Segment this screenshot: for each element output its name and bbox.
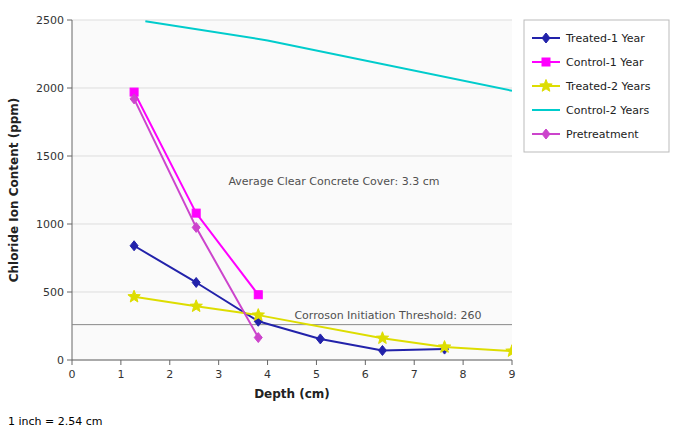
tick-label: 9 bbox=[509, 368, 516, 381]
tick-label: 1500 bbox=[36, 150, 64, 163]
tick-label: 6 bbox=[362, 368, 369, 381]
data-point bbox=[192, 222, 200, 232]
x-axis-label: Depth (cm) bbox=[254, 387, 330, 401]
tick-label: 0 bbox=[69, 368, 76, 381]
tick-mark bbox=[414, 360, 415, 365]
legend-label: Treated-2 Years bbox=[565, 80, 651, 93]
legend-marker bbox=[542, 129, 550, 139]
footnote: 1 inch = 2.54 cm bbox=[8, 415, 103, 428]
threshold-line bbox=[72, 324, 512, 325]
tick-mark bbox=[365, 360, 366, 365]
tick-label: 1000 bbox=[36, 218, 64, 231]
series-line bbox=[134, 246, 444, 351]
grid-line bbox=[72, 156, 512, 157]
tick-mark bbox=[67, 224, 72, 225]
grid-line bbox=[72, 224, 512, 225]
tick-mark bbox=[120, 360, 121, 365]
tick-label: 8 bbox=[460, 368, 467, 381]
data-point bbox=[130, 94, 138, 104]
grid-line bbox=[72, 20, 512, 21]
data-point bbox=[190, 300, 202, 312]
tick-label: 1 bbox=[117, 368, 124, 381]
data-point bbox=[192, 277, 200, 287]
tick-label: 4 bbox=[264, 368, 271, 381]
tick-mark bbox=[67, 20, 72, 21]
tick-label: 0 bbox=[57, 354, 64, 367]
tick-mark bbox=[72, 360, 73, 365]
data-point bbox=[378, 345, 386, 355]
data-point bbox=[130, 241, 138, 251]
data-point bbox=[376, 332, 388, 344]
legend-label: Treated-1 Year bbox=[565, 32, 645, 45]
series-line bbox=[145, 21, 512, 90]
data-point bbox=[316, 334, 324, 344]
data-point bbox=[128, 290, 140, 302]
tick-mark bbox=[67, 360, 72, 361]
chart: 0 500 1000 1500 2000 2500 0 1 2 3 4 5 6 7 8 9 Average Cl… bbox=[0, 0, 677, 433]
grid-line bbox=[72, 292, 512, 293]
plot-area bbox=[72, 21, 512, 356]
tick-label: 5 bbox=[313, 368, 320, 381]
data-point bbox=[438, 341, 450, 353]
series-line bbox=[134, 99, 258, 338]
legend: Treated-1 Year Control-1 Year Treated-2 Ye… bbox=[524, 20, 669, 152]
tick-label: 2 bbox=[166, 368, 173, 381]
grid-line bbox=[72, 360, 512, 361]
legend-label: Control-2 Years bbox=[566, 104, 650, 117]
data-point bbox=[254, 333, 262, 343]
tick-mark bbox=[67, 156, 72, 157]
annotation: Average Clear Concrete Cover: 3.3 cm bbox=[228, 175, 439, 188]
tick-label: 2000 bbox=[36, 82, 64, 95]
tick-mark bbox=[316, 360, 317, 365]
series-line bbox=[134, 297, 512, 351]
tick-mark bbox=[67, 88, 72, 89]
data-point bbox=[192, 209, 200, 217]
annotation: Corroson Initiation Threshold: 260 bbox=[294, 309, 481, 322]
tick-mark bbox=[218, 360, 219, 365]
legend-marker bbox=[542, 58, 550, 66]
data-point bbox=[506, 345, 512, 357]
legend-marker bbox=[542, 33, 550, 43]
tick-mark bbox=[267, 360, 268, 365]
series-line bbox=[134, 92, 258, 295]
legend-box bbox=[524, 20, 669, 152]
tick-mark bbox=[67, 292, 72, 293]
legend-label: Pretreatment bbox=[566, 128, 639, 141]
y-axis bbox=[72, 20, 73, 360]
tick-mark bbox=[512, 360, 513, 365]
y-axis-label: Chloride Ion Content (ppm) bbox=[7, 98, 21, 283]
tick-label: 500 bbox=[43, 286, 64, 299]
tick-label: 2500 bbox=[36, 14, 64, 27]
legend-label: Control-1 Year bbox=[566, 56, 644, 69]
plot-background bbox=[72, 20, 512, 360]
tick-mark bbox=[463, 360, 464, 365]
legend-swatch bbox=[532, 109, 560, 111]
data-point bbox=[252, 309, 264, 321]
legend-marker bbox=[540, 80, 552, 92]
tick-mark bbox=[169, 360, 170, 365]
tick-label: 3 bbox=[215, 368, 222, 381]
tick-label: 7 bbox=[411, 368, 418, 381]
data-point bbox=[254, 291, 262, 299]
x-axis bbox=[72, 360, 512, 361]
